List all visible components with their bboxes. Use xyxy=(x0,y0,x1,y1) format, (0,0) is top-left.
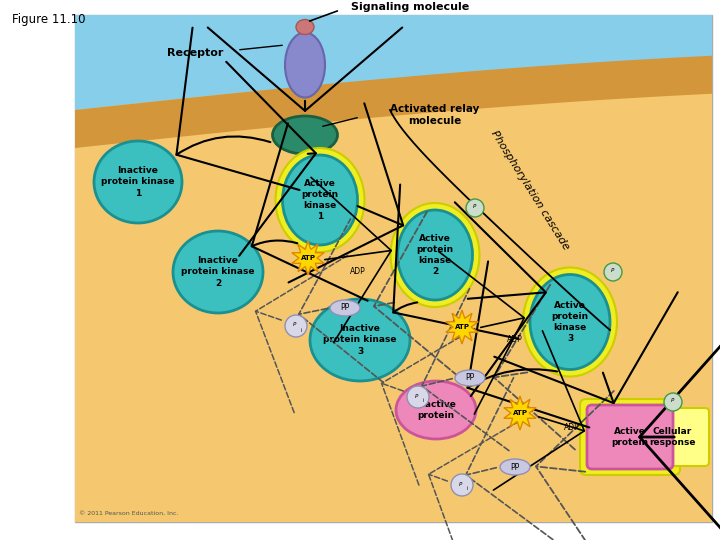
Text: i: i xyxy=(300,327,302,333)
Ellipse shape xyxy=(330,300,360,316)
Ellipse shape xyxy=(282,155,358,245)
Polygon shape xyxy=(446,310,478,344)
Polygon shape xyxy=(75,56,712,148)
Circle shape xyxy=(604,263,622,281)
Circle shape xyxy=(466,199,484,217)
Ellipse shape xyxy=(310,299,410,381)
Text: ADP: ADP xyxy=(507,335,523,345)
Text: PP: PP xyxy=(465,374,474,382)
Text: P: P xyxy=(293,322,297,327)
Ellipse shape xyxy=(530,274,610,369)
Text: Inactive
protein kinase
2: Inactive protein kinase 2 xyxy=(181,256,255,288)
Circle shape xyxy=(664,393,682,411)
FancyBboxPatch shape xyxy=(587,405,673,469)
Text: P: P xyxy=(459,482,463,487)
Text: Active
protein
kinase
2: Active protein kinase 2 xyxy=(416,234,454,276)
Text: ADP: ADP xyxy=(564,422,580,431)
Text: Figure 11.10: Figure 11.10 xyxy=(12,13,86,26)
Ellipse shape xyxy=(276,148,364,252)
Circle shape xyxy=(285,315,307,337)
Ellipse shape xyxy=(296,19,314,35)
Text: PP: PP xyxy=(341,303,350,313)
Text: Active
protein
kinase
3: Active protein kinase 3 xyxy=(552,301,588,343)
Ellipse shape xyxy=(94,141,182,223)
Text: ADP: ADP xyxy=(350,267,366,275)
Ellipse shape xyxy=(523,267,617,376)
Polygon shape xyxy=(504,396,536,430)
Text: Active
protein
kinase
1: Active protein kinase 1 xyxy=(302,179,338,221)
Text: Cellular
response: Cellular response xyxy=(649,427,696,447)
FancyBboxPatch shape xyxy=(75,15,712,522)
FancyBboxPatch shape xyxy=(75,91,712,522)
Text: Activated relay
molecule: Activated relay molecule xyxy=(390,104,480,126)
Text: Receptor: Receptor xyxy=(167,48,223,58)
Text: Signaling molecule: Signaling molecule xyxy=(351,2,469,12)
Ellipse shape xyxy=(455,370,485,386)
Ellipse shape xyxy=(500,459,530,475)
Ellipse shape xyxy=(272,116,338,154)
Ellipse shape xyxy=(396,381,476,439)
Text: ATP: ATP xyxy=(300,255,315,261)
Text: Inactive
protein: Inactive protein xyxy=(415,400,456,420)
Ellipse shape xyxy=(285,32,325,98)
Ellipse shape xyxy=(390,203,480,307)
Text: Inactive
protein kinase
1: Inactive protein kinase 1 xyxy=(102,166,175,198)
Text: P: P xyxy=(611,268,615,273)
Text: i: i xyxy=(467,487,468,491)
Text: Inactive
protein kinase
3: Inactive protein kinase 3 xyxy=(323,325,397,356)
Text: Phosphorylation cascade: Phosphorylation cascade xyxy=(489,129,571,252)
FancyBboxPatch shape xyxy=(635,408,709,466)
Text: © 2011 Pearson Education, Inc.: © 2011 Pearson Education, Inc. xyxy=(79,511,179,516)
Text: P: P xyxy=(473,205,477,210)
Text: PP: PP xyxy=(510,462,520,471)
Text: ATP: ATP xyxy=(513,410,528,416)
Circle shape xyxy=(407,386,429,408)
Text: P: P xyxy=(671,399,675,403)
Ellipse shape xyxy=(173,231,263,313)
FancyBboxPatch shape xyxy=(580,399,680,475)
Ellipse shape xyxy=(397,210,472,300)
Circle shape xyxy=(451,474,473,496)
Polygon shape xyxy=(292,241,324,275)
Text: ATP: ATP xyxy=(454,324,469,330)
Text: Active
protein: Active protein xyxy=(611,427,649,447)
Polygon shape xyxy=(75,15,712,110)
Text: P: P xyxy=(415,394,419,399)
